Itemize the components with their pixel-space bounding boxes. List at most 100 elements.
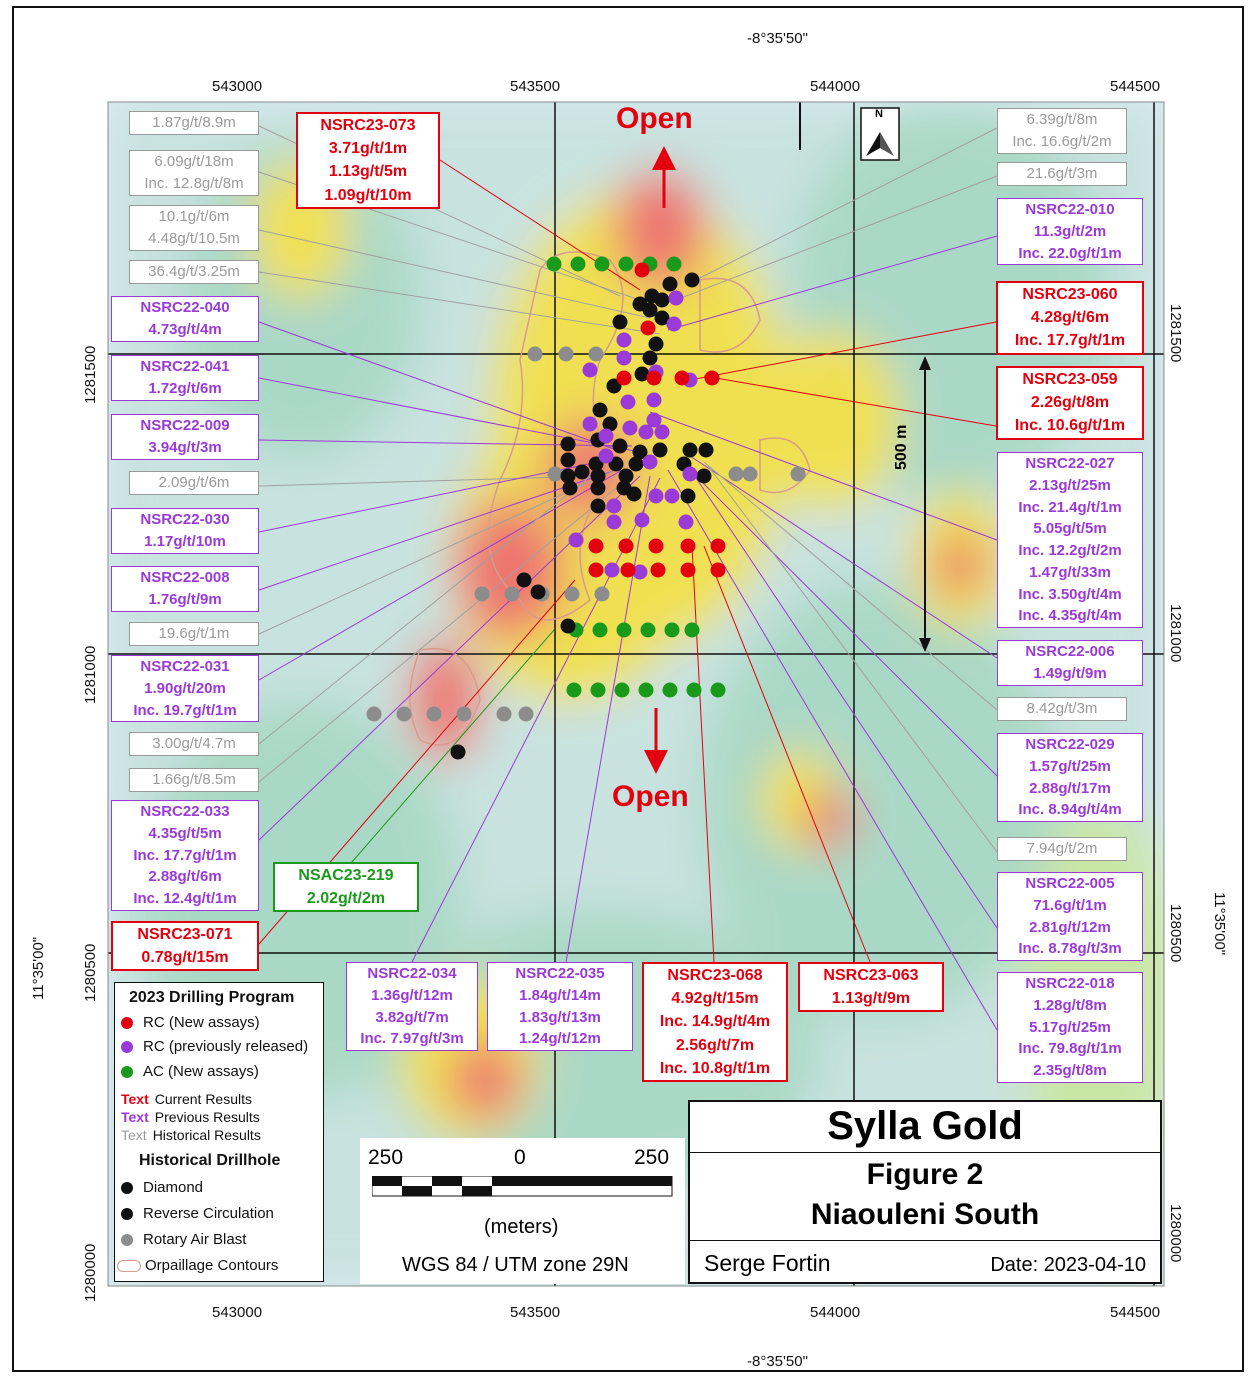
historical-hole-icon bbox=[618, 468, 634, 484]
rc-prev-hole-icon bbox=[582, 362, 598, 378]
rc-prev-hole-icon bbox=[598, 448, 614, 464]
historical-hole-icon bbox=[450, 744, 466, 760]
rc-new-hole-icon bbox=[710, 562, 726, 578]
drillholes bbox=[366, 256, 806, 760]
historical-hole-icon bbox=[590, 498, 606, 514]
result-label-line-first: 2.09g/t/6m bbox=[158, 474, 230, 491]
ac-hole-icon bbox=[592, 622, 608, 638]
rc-new-hole-icon bbox=[680, 562, 696, 578]
result-label-line: 1.36g/t/12m bbox=[371, 986, 453, 1004]
historical-hole-icon bbox=[612, 314, 628, 330]
result-label-line-first: NSRC22-035 bbox=[515, 965, 605, 982]
rc-prev-hole-icon bbox=[666, 316, 682, 332]
result-label-line: 11.3g/t/2m bbox=[1033, 222, 1107, 240]
leader-line bbox=[565, 475, 651, 963]
result-label-p009: NSRC22-009 3.94g/t/3m bbox=[111, 414, 259, 460]
result-label-line: 1.49g/t/9m bbox=[1033, 664, 1107, 682]
historical-hole-icon bbox=[628, 456, 644, 472]
ac-hole-icon bbox=[686, 682, 702, 698]
historical-hole-icon bbox=[560, 468, 576, 484]
leader-line bbox=[411, 477, 661, 963]
result-label-line-first: 6.39g/t/8m bbox=[1026, 111, 1098, 128]
rab-hole-icon bbox=[527, 346, 543, 362]
result-label-line: 2.35g/t/8m bbox=[1033, 1062, 1107, 1079]
result-label-line-first: NSRC22-041 bbox=[140, 358, 230, 375]
area-name: Niaouleni South bbox=[810, 1198, 1040, 1231]
result-label-p031: NSRC22-031 1.90g/t/20m Inc. 19.7g/t/1m bbox=[111, 655, 259, 723]
leader-line bbox=[683, 459, 998, 929]
result-label-h6: 19.6g/t/1m bbox=[129, 622, 259, 646]
result-label-h1: 1.87g/t/8.9m bbox=[129, 111, 259, 135]
leader-line bbox=[675, 175, 998, 301]
leader-line bbox=[258, 377, 641, 453]
rab-hole-icon bbox=[504, 586, 520, 602]
result-label-p006: NSRC22-006 1.49g/t/9m bbox=[997, 640, 1143, 686]
result-label-line-first: NSRC22-010 bbox=[1025, 201, 1115, 218]
result-label-line-first: 36.4g/t/3.25m bbox=[148, 263, 240, 280]
leader-line bbox=[691, 127, 998, 283]
orpaillage-contour-icon bbox=[117, 1260, 141, 1273]
rc-prev-hole-icon bbox=[606, 514, 622, 530]
result-label-line: 0.78g/t/15m bbox=[141, 949, 229, 967]
rab-hole-icon bbox=[366, 706, 382, 722]
leader-line bbox=[258, 321, 623, 453]
rc-prev-hole-icon bbox=[668, 290, 684, 306]
result-label-line: Inc. 16.6g/t/2m bbox=[1012, 132, 1112, 150]
result-label-c059: NSRC23-059 2.26g/t/8m Inc. 10.6g/t/1m bbox=[996, 366, 1144, 440]
result-label-p027: NSRC22-027 2.13g/t/25m Inc. 21.4g/t/1m 5.05… bbox=[997, 452, 1143, 628]
easting-bottom-544500: 544500 bbox=[1110, 1304, 1161, 1321]
result-label-line: Inc. 12.2g/t/2m bbox=[1018, 542, 1122, 559]
rc-prev-hole-icon bbox=[604, 562, 620, 578]
historical-hole-icon bbox=[560, 452, 576, 468]
result-label-line-first: NSRC22-009 bbox=[140, 417, 230, 434]
rc-prev-hole-icon bbox=[646, 412, 662, 428]
result-label-h12: 7.94g/t/2m bbox=[997, 837, 1127, 861]
rc-new-hole-icon bbox=[674, 370, 690, 386]
rc-new-hole-icon bbox=[710, 538, 726, 554]
result-label-line: 1.09g/t/10m bbox=[324, 186, 412, 204]
historical-hole-icon bbox=[698, 442, 714, 458]
result-label-line: 2.02g/t/2m bbox=[306, 890, 386, 908]
historical-hole-icon bbox=[654, 292, 670, 308]
leader-line bbox=[258, 487, 617, 783]
result-label-c068: NSRC23-068 4.92g/t/15m Inc. 14.9g/t/4m 2.56… bbox=[642, 962, 788, 1082]
leader-line bbox=[703, 461, 998, 711]
easting-top-544000: 544000 bbox=[810, 78, 861, 95]
legend-diamond: Diamond bbox=[143, 1179, 204, 1196]
leader-line bbox=[689, 455, 998, 659]
result-label-line-first: 7.94g/t/2m bbox=[1026, 840, 1098, 857]
legend-ac-new: AC (New assays) bbox=[143, 1063, 259, 1080]
scale-bar-graphic bbox=[372, 1176, 673, 1197]
result-label-line: Inc. 10.8g/t/1m bbox=[659, 1059, 771, 1077]
result-label-line-first: NSRC23-063 bbox=[823, 967, 919, 984]
result-label-h8: 1.66g/t/8.5m bbox=[129, 768, 259, 792]
result-label-line-first: 1.87g/t/8.9m bbox=[152, 114, 236, 131]
legend: 2023 Drilling Program RC (New assays) RC… bbox=[114, 982, 324, 1282]
result-label-line-first: NSRC23-071 bbox=[137, 926, 233, 943]
historical-hole-icon bbox=[648, 336, 664, 352]
legend-current-results: Current Results bbox=[154, 1091, 253, 1107]
result-label-line: 4.28g/t/6m bbox=[1030, 309, 1110, 327]
scale-center: 0 bbox=[514, 1146, 526, 1169]
open-south-arrow bbox=[644, 708, 668, 774]
rc-prev-hole-icon bbox=[598, 428, 614, 444]
rc-new-hole-icon bbox=[640, 320, 656, 336]
easting-top-543500: 543500 bbox=[510, 78, 561, 95]
text-historical-swatch: Text bbox=[121, 1127, 147, 1143]
figure-date: Date: 2023-04-10 bbox=[990, 1254, 1146, 1276]
rc-new-hole-icon bbox=[634, 262, 650, 278]
ac-hole-icon bbox=[664, 622, 680, 638]
rab-hole-icon bbox=[558, 346, 574, 362]
rc-new-hole-icon bbox=[646, 370, 662, 386]
result-label-line-first: NSRC22-005 bbox=[1025, 875, 1115, 892]
north-arrow-letter: N bbox=[875, 108, 883, 120]
ac-hole-icon bbox=[570, 256, 586, 272]
result-label-line: 1.83g/t/13m bbox=[519, 1008, 601, 1026]
rc-new-dot-icon bbox=[121, 1017, 133, 1030]
result-label-line-first: 21.6g/t/3m bbox=[1026, 165, 1098, 182]
bottom-longitude: -8°35'50" bbox=[747, 1353, 808, 1370]
rab-hole-icon bbox=[396, 706, 412, 722]
result-label-p040: NSRC22-040 4.73g/t/4m bbox=[111, 296, 259, 342]
rc-prev-hole-icon bbox=[654, 424, 670, 440]
result-label-line: Inc. 4.35g/t/4m bbox=[1018, 607, 1122, 625]
